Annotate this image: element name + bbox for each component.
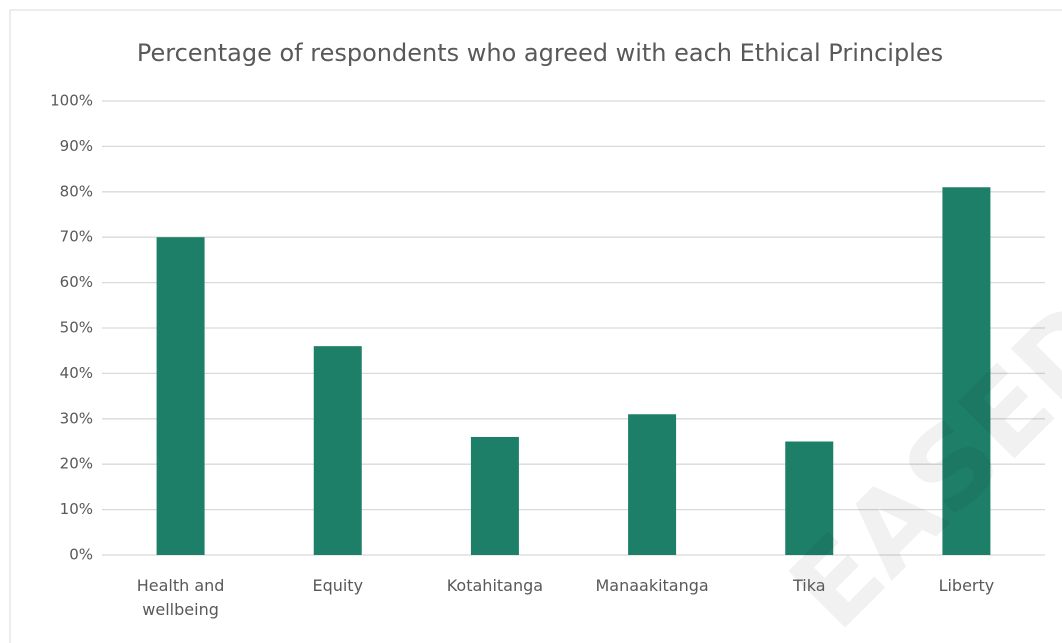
chart-border	[9, 9, 1062, 643]
y-tick-label: 0%	[69, 546, 93, 564]
bar	[470, 436, 519, 555]
y-tick-label: 100%	[50, 92, 93, 110]
y-tick-label: 80%	[60, 182, 93, 200]
x-tick-label: Tika	[792, 576, 826, 595]
bar	[942, 187, 991, 555]
y-tick-label: 70%	[60, 228, 93, 246]
bar	[156, 237, 205, 555]
x-tick-label: Kotahitanga	[446, 576, 544, 595]
y-tick-label: 20%	[60, 455, 93, 473]
bar	[785, 441, 834, 555]
y-tick-label: 50%	[60, 319, 93, 337]
bar	[313, 346, 362, 555]
y-tick-label: 30%	[60, 409, 93, 427]
x-tick-label: Health and wellbeing	[136, 576, 225, 619]
x-tick-label: Equity	[312, 576, 364, 595]
chart-title: Percentage of respondents who agreed wit…	[137, 39, 943, 67]
y-tick-label: 60%	[60, 273, 93, 291]
x-tick-label: Manaakitanga	[595, 576, 709, 595]
bar	[628, 414, 677, 555]
x-tick-label: Liberty	[938, 576, 995, 595]
y-tick-label: 10%	[60, 500, 93, 518]
y-tick-label: 40%	[60, 364, 93, 382]
y-tick-label: 90%	[60, 137, 93, 155]
